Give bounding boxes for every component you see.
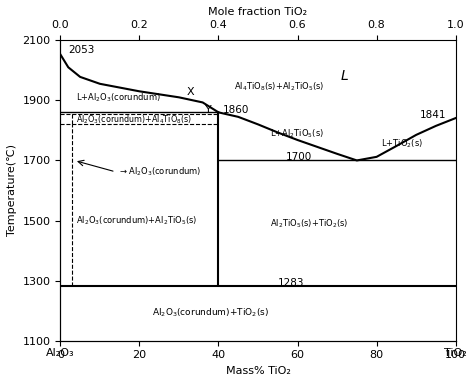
Text: 1283: 1283 (278, 278, 304, 288)
Text: L+Al$_2$TiO$_5$(s): L+Al$_2$TiO$_5$(s) (270, 127, 324, 140)
Text: Al$_2$TiO$_5$(s)+TiO$_2$(s): Al$_2$TiO$_5$(s)+TiO$_2$(s) (270, 217, 348, 230)
X-axis label: Mole fraction TiO₂: Mole fraction TiO₂ (209, 7, 308, 17)
Text: L+TiO$_2$(s): L+TiO$_2$(s) (381, 137, 422, 150)
Text: Al$_2$O$_3$(corundum)+Al$_4$TiO$_8$(s): Al$_2$O$_3$(corundum)+Al$_4$TiO$_8$(s) (76, 113, 192, 126)
Text: 2053: 2053 (68, 45, 95, 55)
Text: L+Al$_2$O$_3$(corundum): L+Al$_2$O$_3$(corundum) (76, 92, 161, 104)
Text: L: L (341, 69, 349, 83)
Y-axis label: Temperature(℃): Temperature(℃) (7, 144, 17, 236)
Text: 1700: 1700 (286, 152, 312, 162)
Text: Al$_2$O$_3$(corundum)+Al$_2$TiO$_5$(s): Al$_2$O$_3$(corundum)+Al$_2$TiO$_5$(s) (76, 214, 198, 227)
Text: Al$_4$TiO$_8$(s)+Al$_2$TiO$_5$(s): Al$_4$TiO$_8$(s)+Al$_2$TiO$_5$(s) (234, 80, 325, 93)
Text: Al$_2$O$_3$(corundum)+TiO$_2$(s): Al$_2$O$_3$(corundum)+TiO$_2$(s) (152, 306, 269, 319)
X-axis label: Mass% TiO₂: Mass% TiO₂ (226, 366, 291, 376)
Text: Al₂O₃: Al₂O₃ (46, 348, 75, 358)
Text: 1841: 1841 (420, 110, 447, 120)
Text: 1860: 1860 (222, 105, 249, 115)
Text: X: X (187, 87, 195, 97)
Text: $\rightarrow$Al$_2$O$_3$(corundum): $\rightarrow$Al$_2$O$_3$(corundum) (118, 165, 201, 178)
Text: TiO₂: TiO₂ (444, 348, 467, 358)
Text: Y: Y (205, 105, 212, 115)
